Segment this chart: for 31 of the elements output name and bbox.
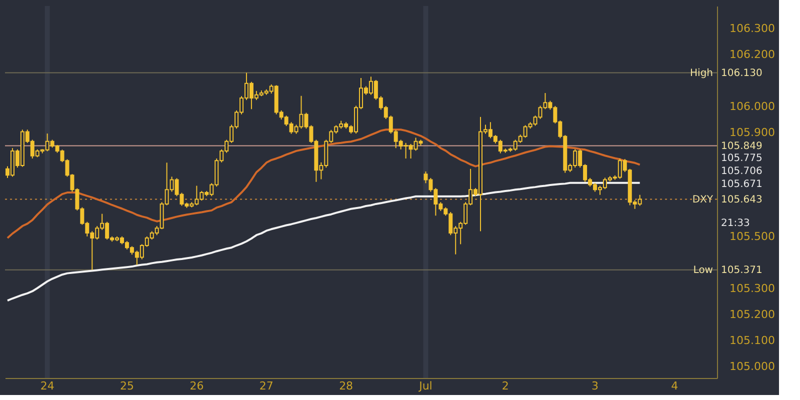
x-tick-label: 27 xyxy=(259,380,274,392)
text: 106.130 xyxy=(721,68,762,79)
text: 105.706 xyxy=(721,166,762,177)
ref-line-label: DXY xyxy=(692,194,714,206)
text: 105.671 xyxy=(721,179,762,190)
x-tick-label: 4 xyxy=(671,380,678,392)
x-tick-label: 25 xyxy=(120,380,134,392)
x-tick-label: Jul xyxy=(418,380,432,392)
x-tick-label: 24 xyxy=(40,380,54,392)
text: 105.643 xyxy=(721,194,762,206)
line-series xyxy=(6,182,641,302)
y-tick-label: 105.900 xyxy=(730,126,775,140)
y-tick-label: 106.200 xyxy=(730,48,775,62)
y-tick-label: 105.300 xyxy=(730,282,775,295)
text: 105.775 xyxy=(721,153,762,164)
x-tick-label: 2 xyxy=(502,380,509,392)
y-tick-label: 106.000 xyxy=(730,100,775,114)
x-tick-label: 3 xyxy=(592,380,599,392)
ref-line-label: Low xyxy=(693,264,713,276)
x-tick-label: 26 xyxy=(190,380,204,392)
text: 105.849 xyxy=(721,140,762,152)
y-tick-label: 105.200 xyxy=(730,308,775,321)
ref-line-label: High xyxy=(690,68,713,79)
y-tick-label: 106.300 xyxy=(730,22,775,36)
y-tick-label: 105.100 xyxy=(730,334,775,347)
y-tick-label: 105.500 xyxy=(730,230,775,243)
y-tick-label: 105.000 xyxy=(730,360,775,373)
x-tick-label: 28 xyxy=(339,380,354,392)
text: 21:33 xyxy=(721,218,750,229)
line-series xyxy=(6,128,641,239)
text: 105.371 xyxy=(721,264,762,276)
